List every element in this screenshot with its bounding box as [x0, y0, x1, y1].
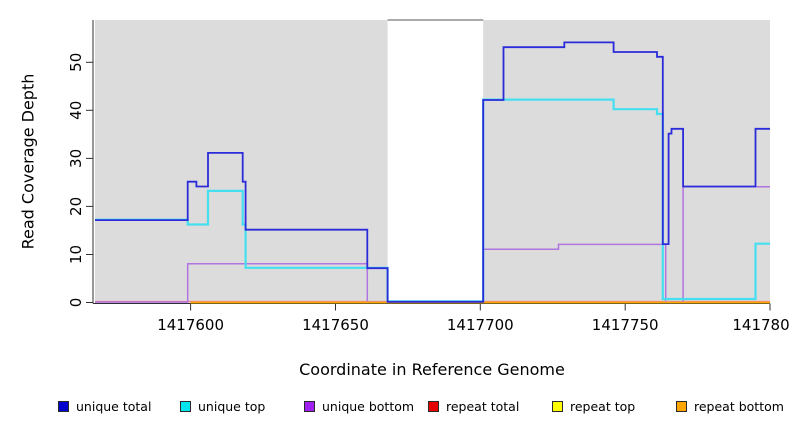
legend-label: unique total — [76, 399, 152, 414]
legend-label: repeat bottom — [694, 399, 784, 414]
x-tick-label: 141780 — [732, 316, 789, 334]
legend-label: unique top — [198, 399, 266, 414]
y-axis-title: Read Coverage Depth — [18, 73, 38, 250]
legend-item-repeat-top: repeat top — [552, 398, 635, 415]
x-tick-label: 1417650 — [302, 316, 369, 334]
y-tick-label: 30 — [67, 149, 85, 168]
y-tick-label: 0 — [67, 298, 85, 308]
unique-bottom-swatch — [304, 401, 315, 412]
legend-item-repeat-total: repeat total — [428, 398, 519, 415]
x-tick-label: 1417600 — [157, 316, 224, 334]
legend-item-unique-total: unique total — [58, 398, 151, 415]
x-axis-title: Coordinate in Reference Genome — [299, 360, 565, 379]
unique-total-swatch — [58, 401, 69, 412]
x-tick-label: 1417750 — [592, 316, 659, 334]
legend-label: unique bottom — [322, 399, 415, 414]
y-tick-label: 10 — [67, 245, 85, 264]
unique-top-swatch — [180, 401, 191, 412]
legend-label: repeat top — [570, 399, 636, 414]
repeat-top-swatch — [552, 401, 563, 412]
no-coverage-gap — [387, 20, 484, 303]
y-tick-label: 40 — [67, 101, 85, 120]
legend-label: repeat total — [446, 399, 520, 414]
x-tick-label: 1417700 — [447, 316, 514, 334]
repeat-total-swatch — [428, 401, 439, 412]
legend-item-repeat-bottom: repeat bottom — [676, 398, 784, 415]
repeat-bottom-swatch — [676, 401, 687, 412]
legend-item-unique-bottom: unique bottom — [304, 398, 414, 415]
series-unique-total — [95, 41, 770, 303]
legend-item-unique-top: unique top — [180, 398, 265, 415]
y-tick-label: 20 — [67, 197, 85, 216]
y-tick-label: 50 — [67, 53, 85, 72]
